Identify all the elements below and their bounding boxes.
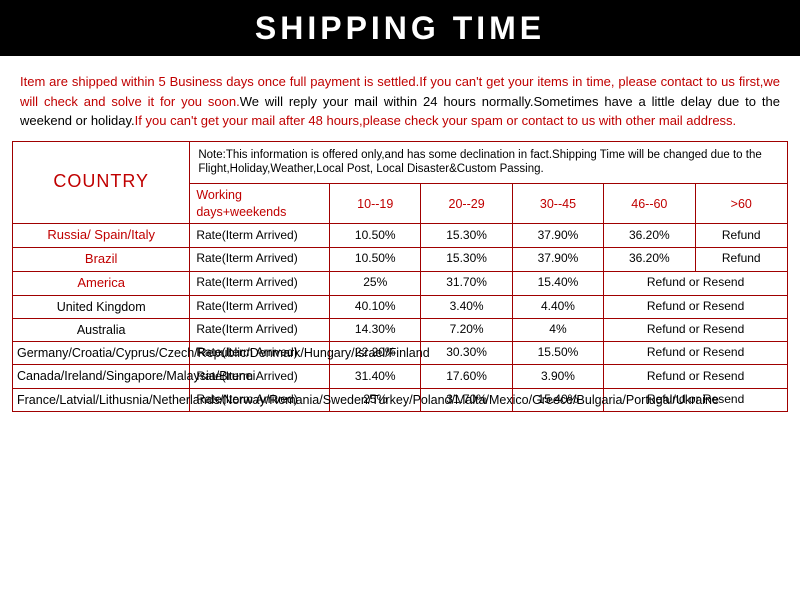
table-container: COUNTRY Note:This information is offered…: [0, 141, 800, 412]
table-row: Russia/ Spain/ItalyRate(Iterm Arrived)10…: [13, 223, 788, 247]
rate-label-cell: Rate(Iterm Arrived): [190, 271, 330, 295]
info-paragraph: Item are shipped within 5 Business days …: [0, 56, 800, 141]
rate-label-cell: Rate(Iterm Arrived): [190, 295, 330, 318]
rate-label-cell: Rate(Iterm Arrived): [190, 318, 330, 341]
value-cell: 4.40%: [512, 295, 603, 318]
rate-label-cell: Rate(Iterm Arrived): [190, 365, 330, 388]
refund-cell: Refund: [695, 223, 788, 247]
table-body: COUNTRY Note:This information is offered…: [13, 141, 788, 411]
value-cell: 37.90%: [512, 247, 603, 271]
value-cell: 3.90%: [512, 365, 603, 388]
country-cell: America: [13, 271, 190, 295]
value-cell: 14.30%: [330, 318, 421, 341]
refund-resend-cell: Refund or Resend: [604, 318, 788, 341]
working-header: Working days+weekends: [190, 184, 330, 224]
value-cell: 31.70%: [421, 271, 512, 295]
range-hdr-3: 46--60: [604, 184, 695, 224]
value-cell: 7.20%: [421, 318, 512, 341]
value-cell: 30.30%: [421, 342, 512, 365]
value-cell: 10.50%: [330, 223, 421, 247]
info-line1: Item are shipped within 5 Business days …: [20, 74, 615, 89]
range-hdr-0: 10--19: [330, 184, 421, 224]
refund-cell: Refund: [695, 247, 788, 271]
country-cell: Russia/ Spain/Italy: [13, 223, 190, 247]
value-cell: 36.20%: [604, 223, 695, 247]
value-cell: 10.50%: [330, 247, 421, 271]
refund-resend-cell: Refund or Resend: [604, 271, 788, 295]
value-cell: 15.40%: [512, 271, 603, 295]
header-row-1: COUNTRY Note:This information is offered…: [13, 141, 788, 184]
range-hdr-2: 30--45: [512, 184, 603, 224]
value-cell: 36.20%: [604, 247, 695, 271]
value-cell: 3.40%: [421, 295, 512, 318]
header-bar: SHIPPING TIME: [0, 0, 800, 56]
refund-resend-cell: Refund or Resend: [604, 295, 788, 318]
country-cell: United Kingdom: [13, 295, 190, 318]
info-line4: If you can't get your mail after 48 hour…: [135, 113, 737, 128]
table-row: Canada/Ireland/Singapore/Malaysia/Brunei…: [13, 365, 788, 388]
value-cell: 4%: [512, 318, 603, 341]
country-cell: Brazil: [13, 247, 190, 271]
value-cell: 15.50%: [512, 342, 603, 365]
refund-resend-cell: Refund or Resend: [604, 365, 788, 388]
shipping-table: COUNTRY Note:This information is offered…: [12, 141, 788, 412]
value-cell: 15.30%: [421, 247, 512, 271]
table-row: United KingdomRate(Iterm Arrived)40.10%3…: [13, 295, 788, 318]
table-row: AmericaRate(Iterm Arrived)25%31.70%15.40…: [13, 271, 788, 295]
table-row: France/Latvial/Lithusnia/Netherlands/Nor…: [13, 388, 788, 411]
country-header: COUNTRY: [13, 141, 190, 223]
range-hdr-4: >60: [695, 184, 788, 224]
table-note: Note:This information is offered only,an…: [190, 141, 788, 184]
rate-label-cell: Rate(Iterm Arrived): [190, 223, 330, 247]
country-cell: Germany/Croatia/Cyprus/Czech/Republic/De…: [13, 342, 190, 365]
value-cell: 37.90%: [512, 223, 603, 247]
rate-label-cell: Rate(Iterm Arrived): [190, 247, 330, 271]
country-cell: Australia: [13, 318, 190, 341]
country-cell: France/Latvial/Lithusnia/Netherlands/Nor…: [13, 388, 190, 411]
value-cell: 31.40%: [330, 365, 421, 388]
table-row: Germany/Croatia/Cyprus/Czech/Republic/De…: [13, 342, 788, 365]
table-row: BrazilRate(Iterm Arrived)10.50%15.30%37.…: [13, 247, 788, 271]
value-cell: 40.10%: [330, 295, 421, 318]
country-cell: Canada/Ireland/Singapore/Malaysia/Brunei: [13, 365, 190, 388]
table-row: AustraliaRate(Iterm Arrived)14.30%7.20%4…: [13, 318, 788, 341]
value-cell: 25%: [330, 271, 421, 295]
value-cell: 17.60%: [421, 365, 512, 388]
refund-resend-cell: Refund or Resend: [604, 342, 788, 365]
range-hdr-1: 20--29: [421, 184, 512, 224]
value-cell: 15.30%: [421, 223, 512, 247]
page-title: SHIPPING TIME: [255, 10, 545, 47]
